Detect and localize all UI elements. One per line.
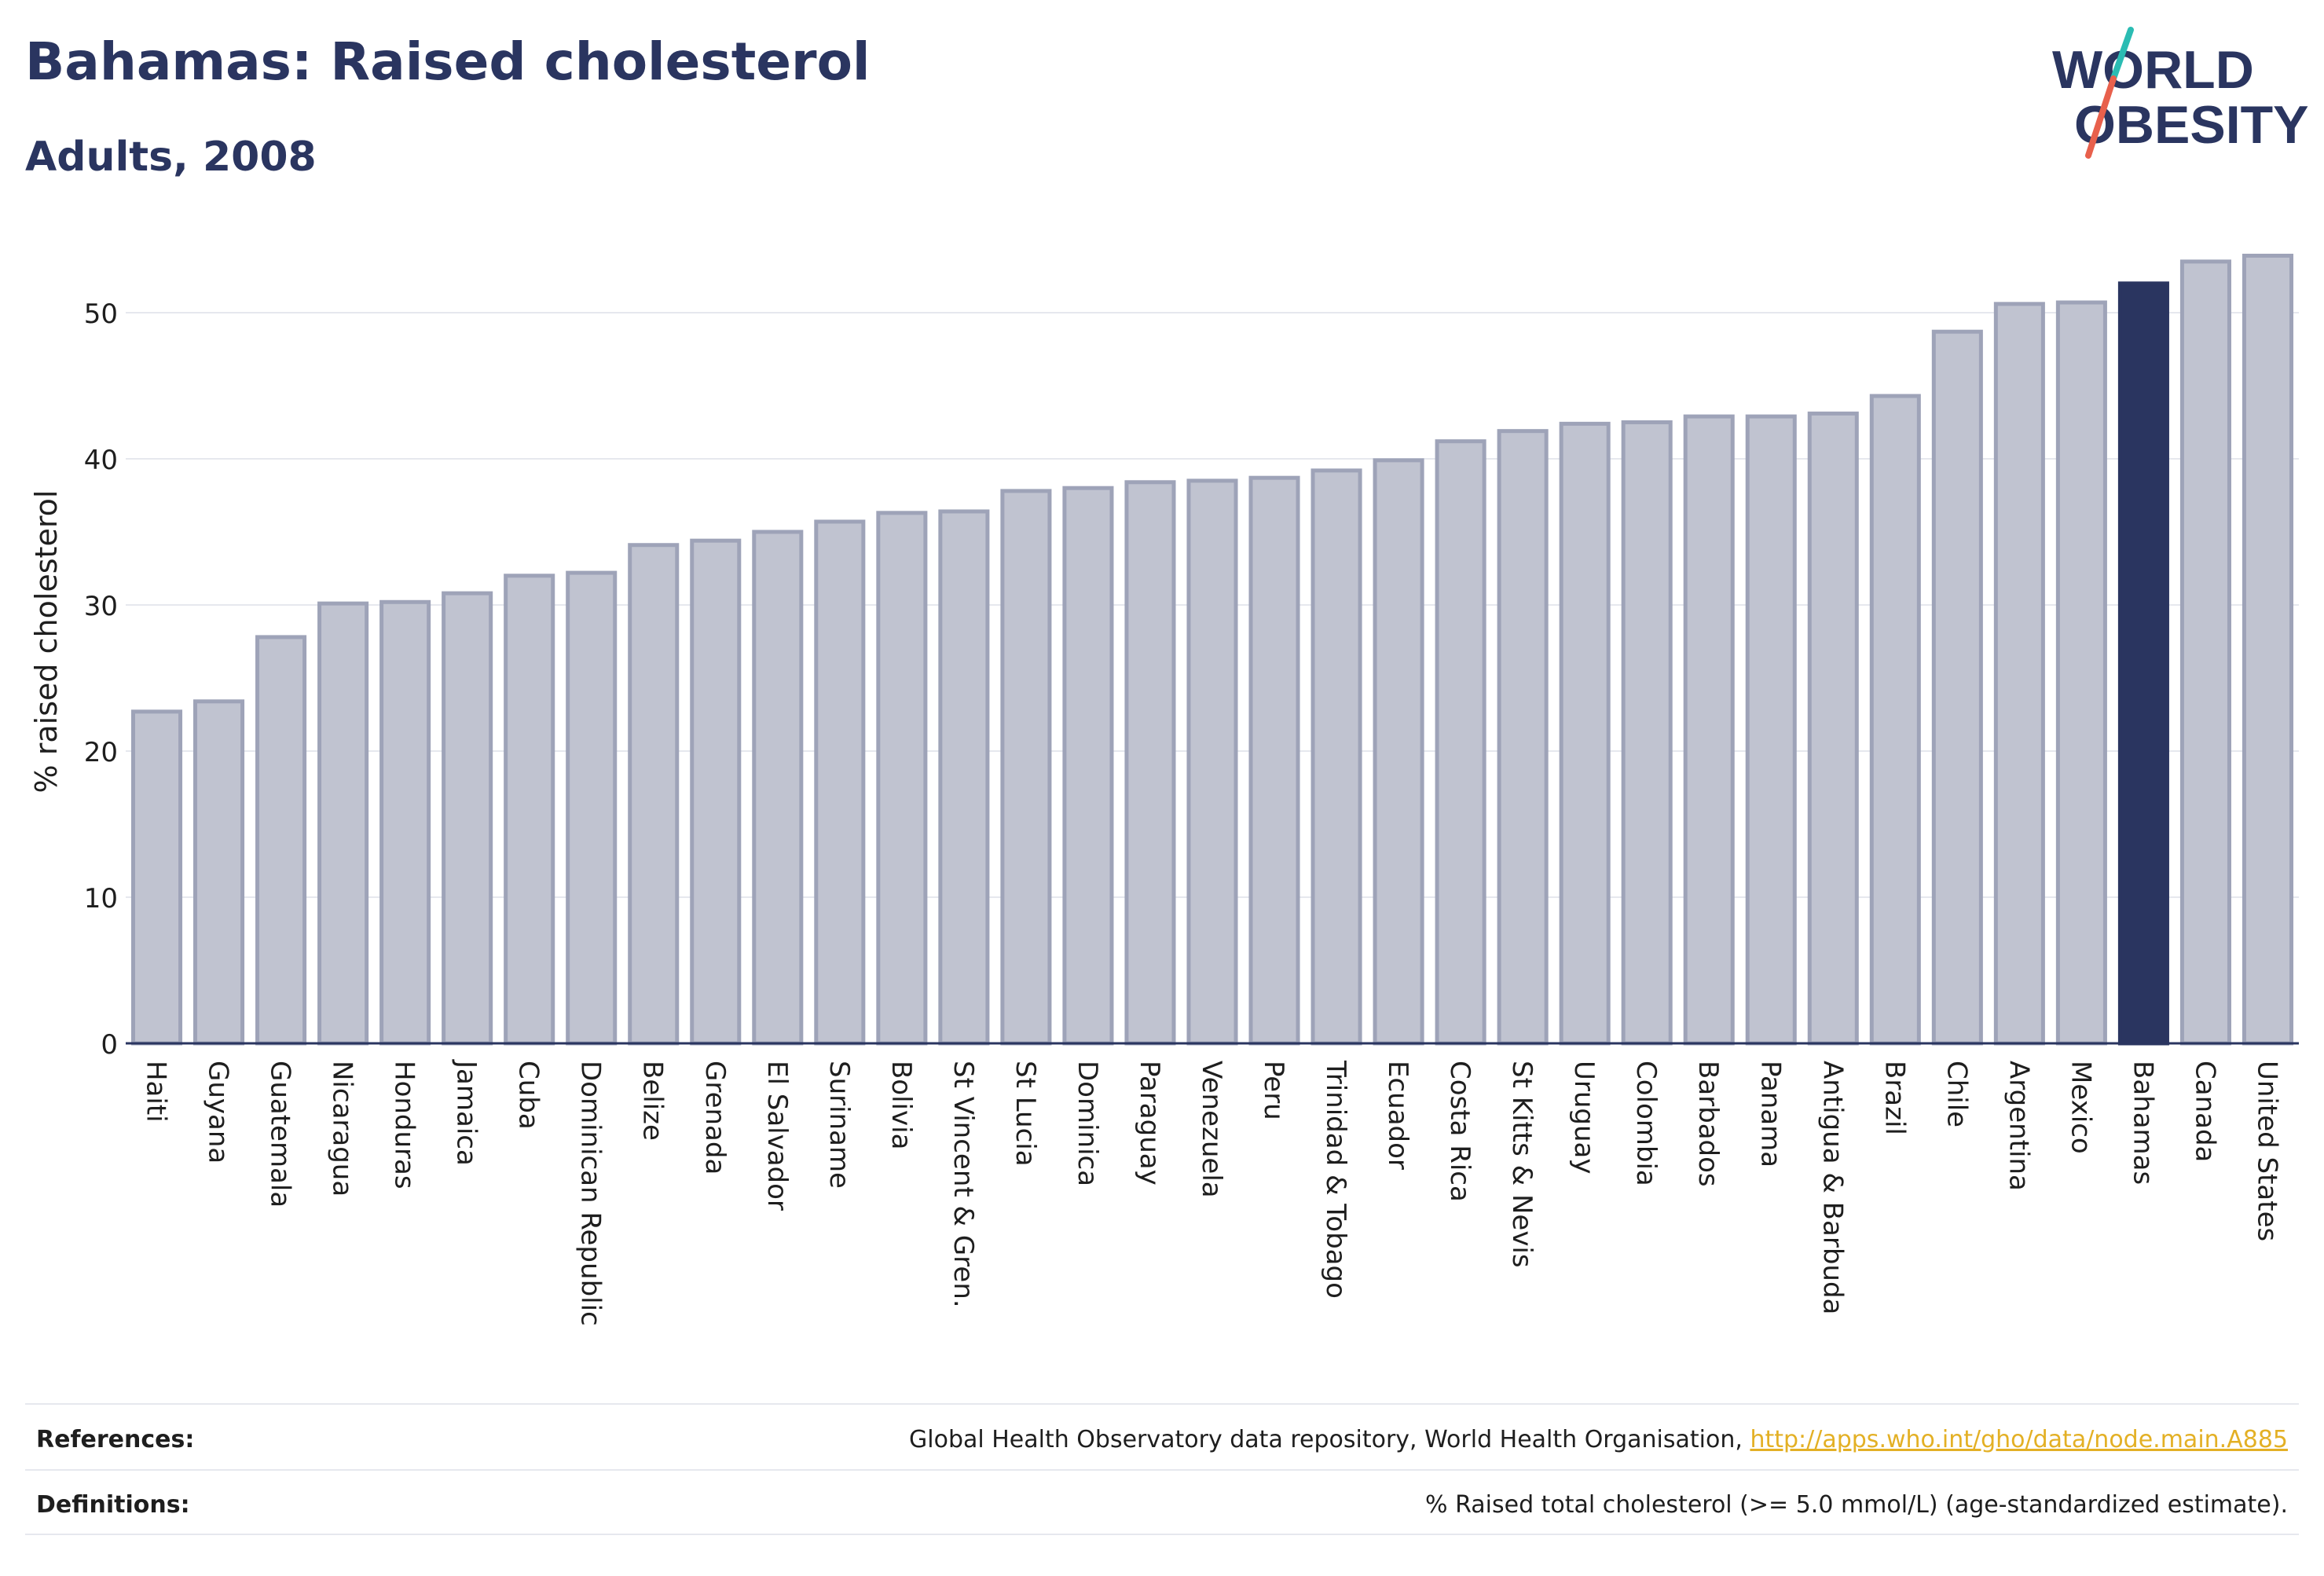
references-link[interactable]: http://apps.who.int/gho/data/node.main.A…	[1750, 1425, 2288, 1453]
bar-st-kitts-nevis	[1497, 429, 1549, 1046]
y-tick-label: 0	[101, 1029, 118, 1061]
world-obesity-logo: WORLD OBESITY	[2052, 27, 2309, 159]
references-value: Global Health Observatory data repositor…	[909, 1426, 2299, 1453]
y-tick-labels: 0 10 20 30 40 50	[84, 299, 118, 1061]
footer-divider-top	[25, 1403, 2299, 1405]
bar-jamaica	[442, 591, 493, 1046]
bar-ecuador	[1373, 458, 1424, 1046]
bar-united-states	[2242, 253, 2294, 1046]
bars	[130, 253, 2294, 1046]
bar-chile	[1931, 329, 1983, 1046]
x-tick-label: Panama	[1754, 1061, 1786, 1167]
bar-belize	[628, 543, 680, 1046]
x-tick-label: Chile	[1941, 1061, 1972, 1127]
logo-line2: OBESITY	[2074, 95, 2309, 155]
bar-brazil	[1869, 394, 1921, 1046]
bar-chart: 0 10 20 30 40 50 Haiti Guyana Guatemala Nicaragu…	[29, 253, 2299, 1326]
x-tick-label: Guatemala	[265, 1061, 296, 1208]
x-tick-label: Suriname	[823, 1061, 855, 1189]
bar-colombia	[1621, 420, 1673, 1046]
y-tick-label: 50	[84, 299, 118, 330]
x-tick-labels: Haiti Guyana Guatemala Nicaragua Honduras Jam…	[141, 1059, 2283, 1326]
x-tick-label: Grenada	[699, 1061, 731, 1175]
bar-guyana	[193, 699, 245, 1046]
bar-dominica	[1062, 486, 1114, 1046]
x-tick-label: Cuba	[513, 1061, 544, 1130]
x-tick-label: United States	[2251, 1061, 2282, 1241]
x-tick-label: Peru	[1258, 1061, 1289, 1120]
x-tick-label: Honduras	[389, 1061, 420, 1189]
x-tick-label: St Vincent & Gren.	[948, 1061, 979, 1308]
y-tick-label: 40	[84, 445, 118, 476]
bar-antigua-barbuda	[1807, 411, 1859, 1046]
x-tick-label: Nicaragua	[327, 1061, 358, 1197]
x-tick-label: Guyana	[203, 1061, 234, 1164]
x-tick-label: Belize	[637, 1061, 669, 1141]
footer-references-row: References: Global Health Observatory da…	[25, 1412, 2299, 1467]
bar-peru	[1248, 475, 1300, 1046]
y-tick-label: 30	[84, 591, 118, 622]
x-tick-label: Jamaica	[451, 1059, 482, 1166]
bar-uruguay	[1559, 421, 1611, 1046]
bar-dominican-republic	[566, 570, 618, 1046]
bar-trinidad-tobago	[1310, 468, 1362, 1046]
x-tick-label: St Kitts & Nevis	[1506, 1061, 1538, 1268]
bar-venezuela	[1186, 478, 1238, 1046]
bar-bahamas	[2117, 281, 2169, 1046]
x-tick-label: Mexico	[2065, 1061, 2096, 1154]
bar-canada	[2179, 259, 2231, 1046]
bar-costa-rica	[1435, 439, 1486, 1046]
x-tick-label: Venezuela	[1196, 1061, 1227, 1198]
bar-bolivia	[876, 511, 928, 1046]
chart-title: Bahamas: Raised cholesterol	[25, 31, 871, 92]
bar-el-salvador	[752, 530, 804, 1046]
x-tick-label: Paraguay	[1134, 1061, 1165, 1186]
footer-divider-middle	[25, 1469, 2299, 1471]
x-tick-label: Bahamas	[2127, 1061, 2158, 1185]
bar-honduras	[379, 599, 431, 1046]
logo-slash-red	[2085, 75, 2117, 159]
x-tick-label: Bolivia	[885, 1061, 917, 1149]
bar-barbados	[1683, 414, 1735, 1046]
bar-paraguay	[1124, 480, 1176, 1046]
bar-panama	[1745, 414, 1797, 1046]
bar-st-vincent-gren-	[938, 509, 990, 1046]
x-tick-label: St Lucia	[1010, 1061, 1041, 1167]
logo-line1: WORLD	[2052, 40, 2254, 100]
footer-divider-bottom	[25, 1534, 2299, 1535]
x-tick-label: El Salvador	[761, 1061, 793, 1211]
x-tick-label: Dominica	[1072, 1061, 1103, 1186]
x-tick-label: Antigua & Barbuda	[1816, 1061, 1848, 1314]
x-tick-label: Argentina	[2003, 1061, 2034, 1191]
x-tick-label: Uruguay	[1568, 1061, 1600, 1175]
y-axis-label: % raised cholesterol	[29, 490, 64, 793]
bar-haiti	[130, 709, 183, 1046]
bar-cuba	[504, 574, 555, 1046]
references-label: References:	[36, 1425, 195, 1453]
y-tick-label: 10	[84, 883, 118, 914]
x-tick-label: Trinidad & Tobago	[1320, 1060, 1351, 1299]
x-tick-label: Brazil	[1879, 1061, 1910, 1135]
bar-st-lucia	[1000, 489, 1052, 1046]
x-tick-label: Barbados	[1692, 1061, 1724, 1187]
bar-mexico	[2055, 300, 2107, 1046]
bar-suriname	[814, 519, 866, 1046]
references-text: Global Health Observatory data repositor…	[909, 1425, 1750, 1453]
x-tick-label: Dominican Republic	[575, 1061, 607, 1326]
definitions-value: % Raised total cholesterol (>= 5.0 mmol/…	[1425, 1490, 2288, 1519]
bar-guatemala	[255, 635, 307, 1046]
footer-definitions-row: Definitions: % Raised total cholesterol …	[25, 1477, 2299, 1532]
chart-subtitle: Adults, 2008	[25, 134, 317, 181]
x-tick-label: Ecuador	[1382, 1061, 1413, 1170]
x-tick-label: Costa Rica	[1444, 1061, 1475, 1202]
x-tick-label: Colombia	[1630, 1061, 1662, 1186]
x-tick-label: Canada	[2189, 1061, 2220, 1162]
definitions-label: Definitions:	[36, 1490, 190, 1519]
x-tick-label: Haiti	[141, 1061, 172, 1123]
bar-grenada	[690, 538, 742, 1046]
logo-slash-teal	[2110, 27, 2134, 82]
bar-argentina	[1993, 302, 2045, 1046]
y-tick-label: 20	[84, 737, 118, 768]
bar-nicaragua	[317, 601, 369, 1046]
